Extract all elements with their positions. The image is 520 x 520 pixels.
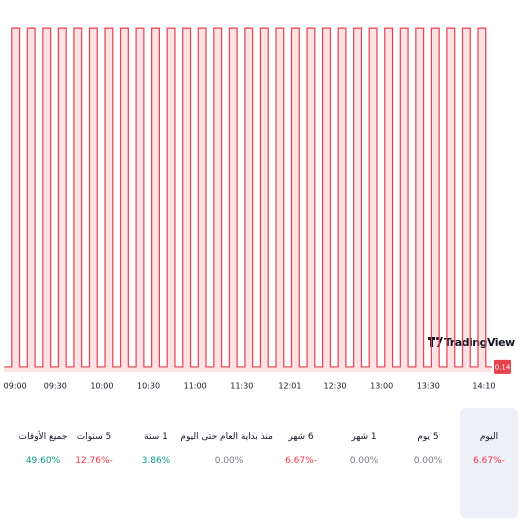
period-label: 5 سنوات [76, 432, 112, 442]
period-tab[interactable]: 5 يوم 0.00% [400, 408, 456, 518]
period-change: 49.60% [25, 456, 61, 466]
period-label: منذ بداية العام حتى اليوم [180, 432, 273, 442]
period-tab[interactable]: جميع الأوقات 49.60% [5, 408, 81, 518]
period-change: 6.67%- [473, 456, 505, 466]
period-tab[interactable]: 1 شهر 0.00% [336, 408, 392, 518]
period-change: 6.67%- [285, 456, 317, 466]
period-label: 1 سنة [144, 432, 168, 442]
x-tick-label: 11:30 [230, 382, 253, 391]
x-tick-label: 10:30 [137, 382, 160, 391]
period-change: 0.00% [413, 456, 443, 466]
price-line [4, 27, 492, 368]
chart: TradingView 09:00 09:30 10:00 10:30 11:00 11:… [4, 27, 516, 391]
x-tick-label: 09:30 [44, 382, 67, 391]
x-tick-label: 12:30 [324, 382, 347, 391]
period-tab[interactable]: 1 سنة 3.86% [128, 408, 184, 518]
last-price-label: 0.14 [495, 363, 511, 371]
x-tick-label: 13:00 [370, 382, 393, 391]
x-tick-label: 14:10 [472, 382, 495, 391]
period-change: 3.86% [141, 456, 171, 466]
period-label: جميع الأوقات [18, 432, 68, 442]
x-tick-label: 11:00 [184, 382, 207, 391]
period-change: 0.00% [349, 456, 379, 466]
period-tab[interactable]: منذ بداية العام حتى اليوم 0.00% [180, 408, 273, 518]
last-price-box [494, 359, 511, 374]
period-label: 6 شهر [288, 432, 314, 442]
x-tick-label: 10:00 [90, 382, 113, 391]
area-fill [4, 28, 492, 372]
period-tab[interactable]: 6 شهر 6.67%- [273, 408, 329, 518]
period-change: 12.76%- [75, 456, 113, 466]
x-tick-label: 12:01 [278, 382, 301, 391]
period-label: اليوم [479, 432, 499, 442]
x-tick-label: 09:00 [4, 382, 27, 391]
period-label: 5 يوم [417, 432, 439, 442]
period-tab[interactable]: اليوم 6.67%- [460, 408, 518, 518]
period-label: 1 شهر [351, 432, 377, 442]
x-tick-label: 13:30 [417, 382, 440, 391]
period-tab[interactable]: 5 سنوات 12.76%- [65, 408, 123, 518]
period-change: 0.00% [214, 456, 244, 466]
